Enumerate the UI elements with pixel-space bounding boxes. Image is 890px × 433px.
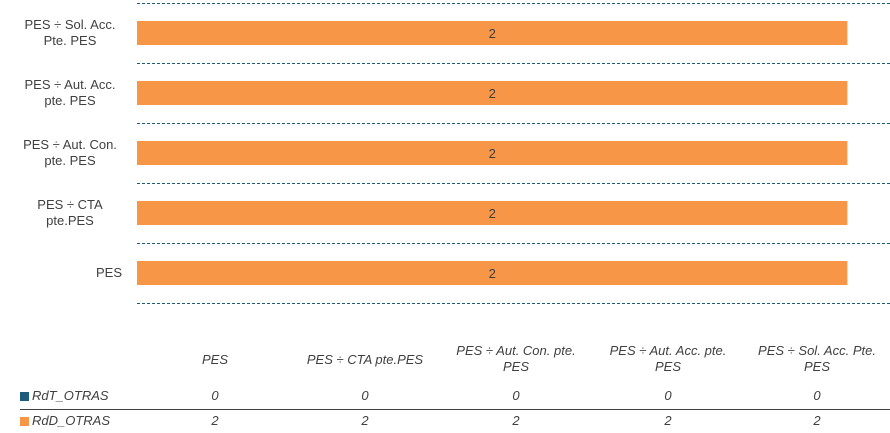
bar-rdd bbox=[137, 81, 848, 105]
category-label: PES ÷ Aut. Con. pte. PES bbox=[23, 137, 117, 168]
table-cell: 0 bbox=[512, 388, 520, 403]
table-cell: 0 bbox=[813, 388, 821, 403]
bar-data-label: 2 bbox=[489, 266, 496, 281]
bar-data-label: 2 bbox=[489, 26, 496, 41]
bar-data-label: 2 bbox=[489, 206, 496, 221]
category-label: PES bbox=[96, 265, 122, 280]
table-header: PES ÷ Sol. Acc. Pte. PES bbox=[758, 343, 876, 374]
table-divider bbox=[20, 409, 890, 410]
bar-chart: PES ÷ Sol. Acc. Pte. PES 2 PES ÷ Aut. Acc. p… bbox=[23, 3, 890, 304]
legend-swatch-rdd bbox=[20, 417, 29, 426]
category-label: PES ÷ CTA pte.PES bbox=[37, 197, 103, 228]
table-cell: 0 bbox=[361, 388, 369, 403]
data-table-header-row: PES PES ÷ CTA pte.PES PES ÷ Aut. Con. pt… bbox=[0, 330, 890, 378]
series-name: RdD_OTRAS bbox=[32, 413, 111, 428]
table-cell: 0 bbox=[211, 388, 219, 403]
bar-rdd bbox=[137, 21, 848, 45]
bar-rdd bbox=[137, 261, 848, 285]
bar-data-label: 2 bbox=[489, 86, 496, 101]
data-table-row-rdd: RdD_OTRAS 2 2 2 2 2 bbox=[0, 411, 890, 433]
data-table-row-rdt: RdT_OTRAS 0 0 0 0 0 bbox=[0, 386, 890, 408]
bar-rdd bbox=[137, 141, 848, 165]
table-header: PES ÷ Aut. Acc. pte. PES bbox=[609, 343, 727, 374]
table-cell: 2 bbox=[664, 413, 672, 428]
category-label: PES ÷ Sol. Acc. Pte. PES bbox=[25, 17, 116, 48]
legend-swatch-rdt bbox=[20, 392, 29, 401]
table-cell: 2 bbox=[813, 413, 821, 428]
series-name: RdT_OTRAS bbox=[32, 388, 109, 403]
table-header: PES bbox=[201, 352, 228, 367]
table-cell: 2 bbox=[512, 413, 520, 428]
table-header: PES ÷ Aut. Con. pte. PES bbox=[456, 343, 576, 374]
bar-rdd bbox=[137, 201, 848, 225]
table-cell: 0 bbox=[664, 388, 672, 403]
table-header: PES ÷ CTA pte.PES bbox=[306, 352, 424, 367]
table-cell: 2 bbox=[211, 413, 219, 428]
category-label: PES ÷ Aut. Acc. pte. PES bbox=[25, 77, 116, 108]
bar-data-label: 2 bbox=[489, 146, 496, 161]
table-cell: 2 bbox=[361, 413, 369, 428]
